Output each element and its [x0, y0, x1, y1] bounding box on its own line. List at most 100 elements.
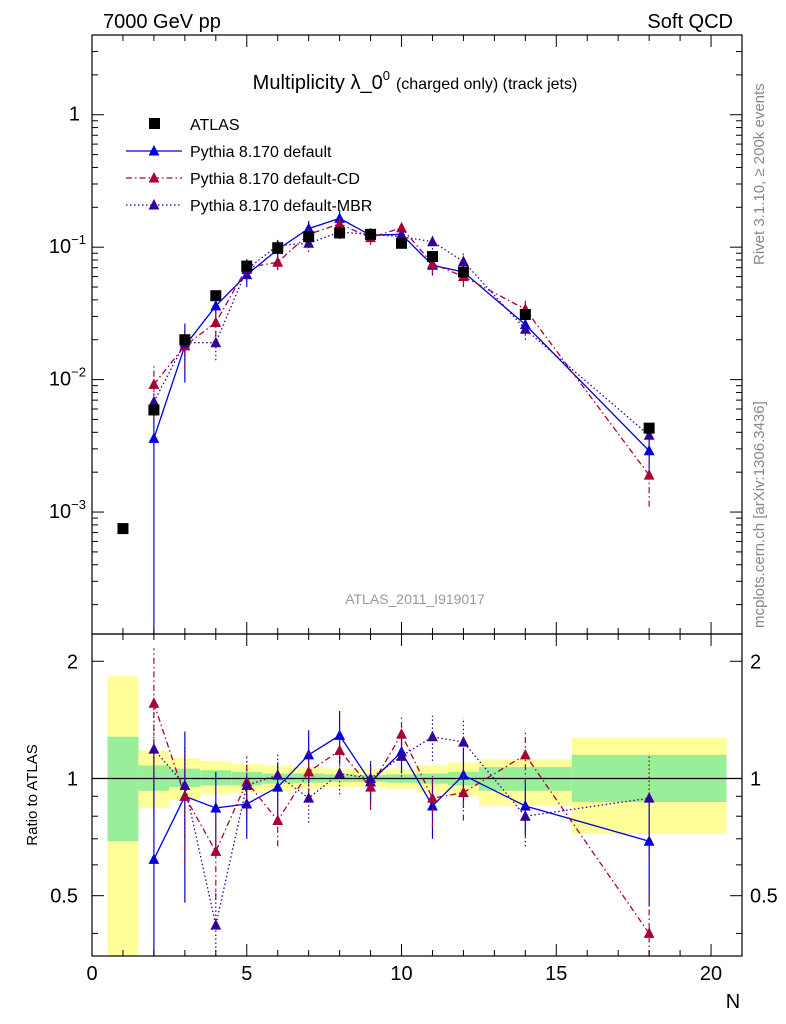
ratio-point — [396, 728, 407, 739]
ratio-point — [519, 748, 531, 760]
data-point — [272, 256, 284, 267]
ratio-point — [241, 797, 253, 809]
legend-entry: Pythia 8.170 default-CD — [126, 171, 360, 188]
chart-title: Multiplicity λ_00 (charged only) (track j… — [253, 68, 578, 94]
y-tick-label-exponent: −2 — [71, 365, 86, 380]
ratio-frame — [91, 633, 743, 957]
ratio-point — [148, 743, 160, 754]
ratio-series-layer — [148, 648, 655, 956]
data-point — [365, 228, 377, 240]
y-tick-label-exponent: −1 — [71, 232, 86, 247]
x-axis-label: N — [726, 991, 740, 1013]
data-point — [643, 444, 655, 456]
series-line — [153, 217, 650, 452]
ratio-point — [303, 792, 315, 803]
data-point — [519, 309, 531, 321]
data-point — [210, 336, 222, 348]
ratio-axes: 0.5 0.51 12 20 5 10 15 20 — [50, 634, 778, 985]
legend-entry: Pythia 8.170 default-MBR — [126, 198, 372, 215]
ratio-point — [210, 845, 222, 856]
ratio-point — [396, 750, 407, 761]
ratio-y-tick-label-right: 2 — [750, 651, 761, 673]
title-main: Multiplicity λ_0 — [253, 72, 383, 94]
x-tick-label: 10 — [390, 963, 412, 985]
ratio-point — [365, 781, 376, 792]
ratio-point — [148, 853, 160, 864]
ratio-point — [458, 736, 469, 747]
data-point — [179, 334, 191, 346]
y-tick-label-base: 10 — [49, 369, 71, 391]
series-pythia-8-170-default-cd — [148, 217, 655, 507]
ratio-point — [427, 792, 438, 803]
ratio-y-tick-label-left: 2 — [67, 651, 78, 673]
legend-label: Pythia 8.170 default-MBR — [190, 198, 372, 215]
y-tick-label-base: 1 — [69, 104, 80, 126]
legend-entry: ATLAS — [149, 117, 240, 134]
data-point — [396, 237, 408, 249]
data-point — [148, 378, 160, 389]
ratio-point — [210, 801, 222, 813]
header-left: 7000 GeV pp — [103, 11, 221, 33]
ratio-point — [272, 769, 284, 780]
ratio-panel: 0.5 0.51 12 20 5 10 15 20 Ratio to ATLAS N — [24, 633, 778, 1013]
ratio-y-axis-label: Ratio to ATLAS — [24, 744, 41, 845]
data-point — [272, 242, 284, 254]
y-tick-label: 10−1 — [49, 232, 86, 258]
ratio-point — [458, 786, 469, 798]
analysis-label: ATLAS_2011_I919017 — [345, 591, 485, 607]
ratio-point — [427, 799, 438, 811]
title-superscript: 0 — [383, 68, 390, 83]
mcplots-label: mcplots.cern.ch [arXiv:1306.3436] — [751, 401, 768, 628]
legend-marker — [149, 118, 160, 129]
data-point — [334, 217, 346, 229]
data-point — [643, 469, 655, 480]
band-green — [107, 736, 139, 842]
data-point — [303, 231, 315, 243]
data-point — [117, 523, 129, 535]
data-point — [427, 257, 438, 269]
legend-marker — [148, 199, 160, 210]
ratio-point — [365, 772, 376, 783]
data-point — [519, 323, 531, 334]
y-tick-label: 10−2 — [49, 365, 86, 391]
ratio-point — [210, 919, 222, 930]
ratio-uncertainty-bands — [92, 676, 742, 956]
legend: ATLAS Pythia 8.170 default Pythia 8.170 de… — [126, 117, 372, 215]
ratio-point — [427, 730, 438, 742]
data-point — [458, 255, 469, 266]
series-pythia-8-170-default — [148, 210, 655, 634]
ratio-point — [241, 779, 253, 790]
ratio-y-tick-label-left: 1 — [67, 768, 78, 790]
data-point — [148, 395, 160, 407]
legend-label: Pythia 8.170 default-CD — [190, 171, 360, 188]
title-suffix: (charged only) (track jets) — [396, 76, 577, 93]
series-line — [153, 223, 650, 476]
ratio-series-pythia-8-170-default-mbr — [148, 702, 655, 956]
ratio-point — [334, 767, 346, 778]
data-point — [643, 429, 655, 440]
x-tick-label: 0 — [86, 963, 97, 985]
ratio-point — [643, 927, 655, 938]
legend-marker — [148, 172, 160, 183]
header-right: Soft QCD — [647, 11, 733, 33]
data-point — [457, 266, 469, 278]
data-point — [426, 251, 438, 263]
data-point — [210, 290, 222, 302]
data-point — [396, 221, 407, 233]
ratio-point — [272, 814, 284, 825]
series-line — [153, 231, 650, 436]
y-tick-label: 1 — [69, 104, 80, 126]
ratio-y-tick-label-left: 0.5 — [50, 886, 78, 908]
ratio-y-tick-label-right: 1 — [750, 768, 761, 790]
series-atlas — [117, 227, 655, 535]
ratio-point — [303, 748, 315, 760]
ratio-point — [334, 744, 346, 755]
data-point — [643, 422, 655, 434]
main-series-layer — [117, 210, 655, 634]
main-axes: 110−110−210−3 — [49, 34, 743, 634]
legend-entry: Pythia 8.170 default — [126, 144, 332, 161]
data-point — [334, 227, 346, 239]
data-point — [303, 237, 315, 248]
legend-label: ATLAS — [190, 117, 240, 134]
